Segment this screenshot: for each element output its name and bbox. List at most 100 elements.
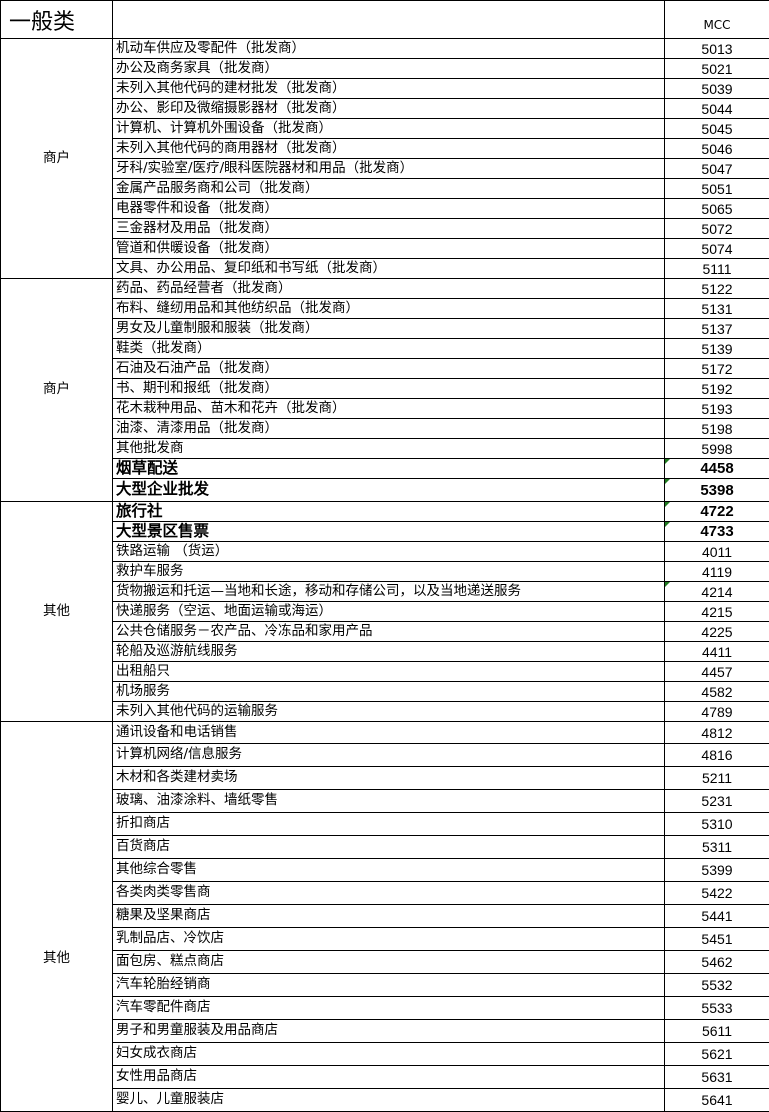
merchant-type-cell: 百货商店 (113, 836, 665, 859)
mcc-code-cell: 5231 (665, 790, 769, 813)
comment-indicator-icon[interactable] (665, 522, 670, 527)
merchant-type-cell: 牙科/实验室/医疗/眼科医院器材和用品（批发商） (113, 159, 665, 179)
mcc-code: 5051 (701, 181, 732, 197)
group-label: 商户 (1, 279, 113, 502)
mcc-code: 5072 (701, 221, 732, 237)
mcc-code-cell: 5311 (665, 836, 769, 859)
comment-indicator-icon[interactable] (665, 459, 670, 464)
mcc-code: 5451 (701, 931, 732, 947)
mcc-code-cell: 5131 (665, 299, 769, 319)
table-row: 石油及石油产品（批发商）5172 (1, 359, 769, 379)
merchant-type-cell: 汽车零配件商店 (113, 997, 665, 1020)
mcc-code: 5044 (701, 101, 732, 117)
mcc-code-cell: 5998 (665, 439, 769, 459)
mcc-code: 5998 (701, 441, 732, 457)
mcc-code: 5311 (702, 839, 732, 855)
mcc-code-cell: 5533 (665, 997, 769, 1020)
mcc-code: 5211 (702, 770, 732, 786)
mcc-code-cell: 4011 (665, 542, 769, 562)
mcc-code-cell: 5621 (665, 1043, 769, 1066)
merchant-type-cell: 未列入其他代码的建材批发（批发商） (113, 79, 665, 99)
merchant-type-cell: 婴儿、儿童服装店 (113, 1089, 665, 1112)
mcc-code-cell: 5074 (665, 239, 769, 259)
merchant-type-cell: 其他综合零售 (113, 859, 665, 882)
header-row: 一般类 MCC (1, 1, 769, 39)
comment-indicator-icon[interactable] (665, 479, 670, 484)
comment-indicator-icon[interactable] (665, 582, 670, 587)
merchant-type-cell: 大型企业批发 (113, 479, 665, 502)
mcc-code-cell: 5441 (665, 905, 769, 928)
group-label: 其他 (1, 722, 113, 1112)
table-row: 三金器材及用品（批发商）5072 (1, 219, 769, 239)
mcc-code: 5131 (701, 301, 732, 317)
merchant-type-cell: 通讯设备和电话销售 (113, 722, 665, 744)
comment-indicator-icon[interactable] (665, 502, 670, 507)
merchant-type-cell: 文具、办公用品、复印纸和书写纸（批发商） (113, 259, 665, 279)
mcc-code-cell: 5045 (665, 119, 769, 139)
mcc-code: 4816 (701, 747, 732, 763)
mcc-code-cell: 5013 (665, 39, 769, 59)
merchant-type-cell: 快递服务（空运、地面运输或海运） (113, 602, 665, 622)
table-row: 乳制品店、冷饮店 5451 (1, 928, 769, 951)
mcc-code: 4215 (701, 604, 732, 620)
merchant-type-cell: 未列入其他代码的商用器材（批发商） (113, 139, 665, 159)
mcc-code-cell: 5021 (665, 59, 769, 79)
merchant-type-cell: 妇女成衣商店 (113, 1043, 665, 1066)
merchant-type-cell: 大型景区售票 (113, 522, 665, 542)
merchant-type-cell: 布料、缝纫用品和其他纺织品（批发商） (113, 299, 665, 319)
group-label: 其他 (1, 502, 113, 722)
mcc-code: 4011 (702, 544, 732, 560)
merchant-type-cell: 计算机网络/信息服务 (113, 744, 665, 767)
mcc-code-cell: 4119 (665, 562, 769, 582)
group-label: 商户 (1, 39, 113, 279)
mcc-code: 5193 (701, 401, 732, 417)
table-row: 油漆、清漆用品（批发商）5198 (1, 419, 769, 439)
mcc-code: 5021 (701, 61, 732, 77)
merchant-type-cell: 公共仓储服务－农产品、冷冻品和家用产品 (113, 622, 665, 642)
mcc-code-cell: 5111 (665, 259, 769, 279)
merchant-type-cell: 面包房、糕点商店 (113, 951, 665, 974)
table-row: 计算机网络/信息服务 4816 (1, 744, 769, 767)
mcc-code: 4812 (701, 725, 732, 741)
mcc-code: 5641 (701, 1092, 732, 1108)
mcc-code-cell: 4582 (665, 682, 769, 702)
table-row: 未列入其他代码的建材批发（批发商）5039 (1, 79, 769, 99)
mcc-code: 4733 (700, 523, 733, 540)
merchant-type-cell: 办公及商务家具（批发商） (113, 59, 665, 79)
table-row: 快递服务（空运、地面运输或海运） 4215 (1, 602, 769, 622)
table-row: 花木栽种用品、苗木和花卉（批发商）5193 (1, 399, 769, 419)
mcc-code: 4119 (702, 564, 732, 580)
mcc-code-cell: 5310 (665, 813, 769, 836)
table-row: 婴儿、儿童服装店 5641 (1, 1089, 769, 1112)
mcc-code: 5310 (701, 816, 732, 832)
merchant-type-cell: 旅行社 (113, 502, 665, 522)
mcc-code-cell: 5641 (665, 1089, 769, 1112)
merchant-type-cell: 药品、药品经营者（批发商） (113, 279, 665, 299)
mcc-code-cell: 4722 (665, 502, 769, 522)
mcc-code: 5399 (701, 862, 732, 878)
merchant-type-cell: 木材和各类建材卖场 (113, 767, 665, 790)
mcc-code-cell: 4411 (665, 642, 769, 662)
mcc-code-cell: 5172 (665, 359, 769, 379)
mcc-code-cell: 4458 (665, 459, 769, 479)
mcc-code-cell: 4816 (665, 744, 769, 767)
mcc-code-cell: 5039 (665, 79, 769, 99)
mcc-code: 5074 (701, 241, 732, 257)
merchant-type-cell: 电器零件和设备（批发商） (113, 199, 665, 219)
mcc-code-cell: 5611 (665, 1020, 769, 1043)
mcc-code-cell: 5211 (665, 767, 769, 790)
table-row: 金属产品服务商和公司（批发商）5051 (1, 179, 769, 199)
merchant-type-cell: 乳制品店、冷饮店 (113, 928, 665, 951)
